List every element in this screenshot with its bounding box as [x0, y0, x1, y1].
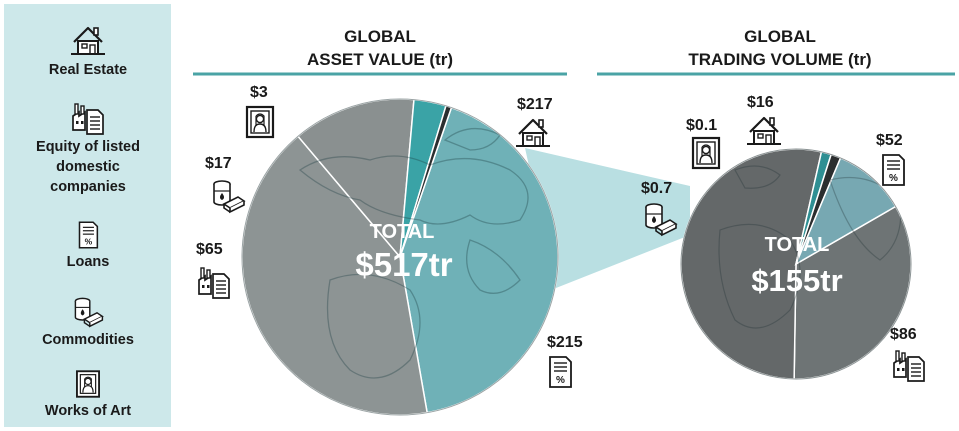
- left-total-label: TOTAL: [370, 221, 435, 243]
- right-total-value: $155tr: [751, 263, 842, 298]
- left-chart-title-line1: GLOBAL: [344, 27, 416, 46]
- left-label-loans: $215: [547, 334, 583, 351]
- legend-panel: Real Estate Equity of listed domestic co…: [4, 4, 171, 427]
- framed-portrait-icon: [247, 107, 273, 137]
- legend-label-real-estate: Real Estate: [49, 62, 127, 78]
- framed-portrait-icon: [77, 371, 99, 397]
- house-icon: [516, 120, 550, 146]
- percent-document-icon: [80, 222, 98, 248]
- right-total-label: TOTAL: [765, 234, 830, 256]
- right-chart-title-line2: TRADING VOLUME (tr): [688, 50, 871, 69]
- left-total-value: $517tr: [355, 246, 452, 283]
- left-label-works-of-art: $3: [250, 84, 268, 101]
- legend-label-equity-line3: companies: [50, 179, 126, 195]
- legend-label-works-of-art: Works of Art: [45, 403, 131, 419]
- right-chart-title-line1: GLOBAL: [744, 27, 816, 46]
- asset-value-chart: % Real Estate Equity of l: [0, 0, 959, 431]
- factory-document-icon: [894, 351, 924, 381]
- percent-document-icon: [550, 357, 571, 387]
- left-label-real-estate: $217: [517, 96, 553, 113]
- right-pie: TOTAL $155tr: [681, 149, 911, 379]
- oil-barrel-gold-icon: [214, 181, 244, 212]
- framed-portrait-icon: [693, 138, 719, 168]
- left-label-commodities: $17: [205, 155, 232, 172]
- right-label-loans: $52: [876, 132, 903, 149]
- legend-label-equity-line1: Equity of listed: [36, 139, 140, 155]
- left-chart-title-line2: ASSET VALUE (tr): [307, 50, 453, 69]
- right-label-commodities: $0.7: [641, 180, 672, 197]
- left-label-equity: $65: [196, 241, 223, 258]
- factory-document-icon: [199, 268, 229, 298]
- house-icon: [747, 118, 781, 144]
- percent-document-icon: [883, 155, 904, 185]
- legend-label-loans: Loans: [67, 254, 110, 270]
- left-pie: TOTAL $517tr: [242, 99, 558, 415]
- legend-label-equity-line2: domestic: [56, 159, 120, 175]
- right-label-equity: $86: [890, 326, 917, 343]
- legend-label-commodities: Commodities: [42, 332, 134, 348]
- right-label-real-estate: $16: [747, 94, 774, 111]
- right-label-works-of-art: $0.1: [686, 117, 717, 134]
